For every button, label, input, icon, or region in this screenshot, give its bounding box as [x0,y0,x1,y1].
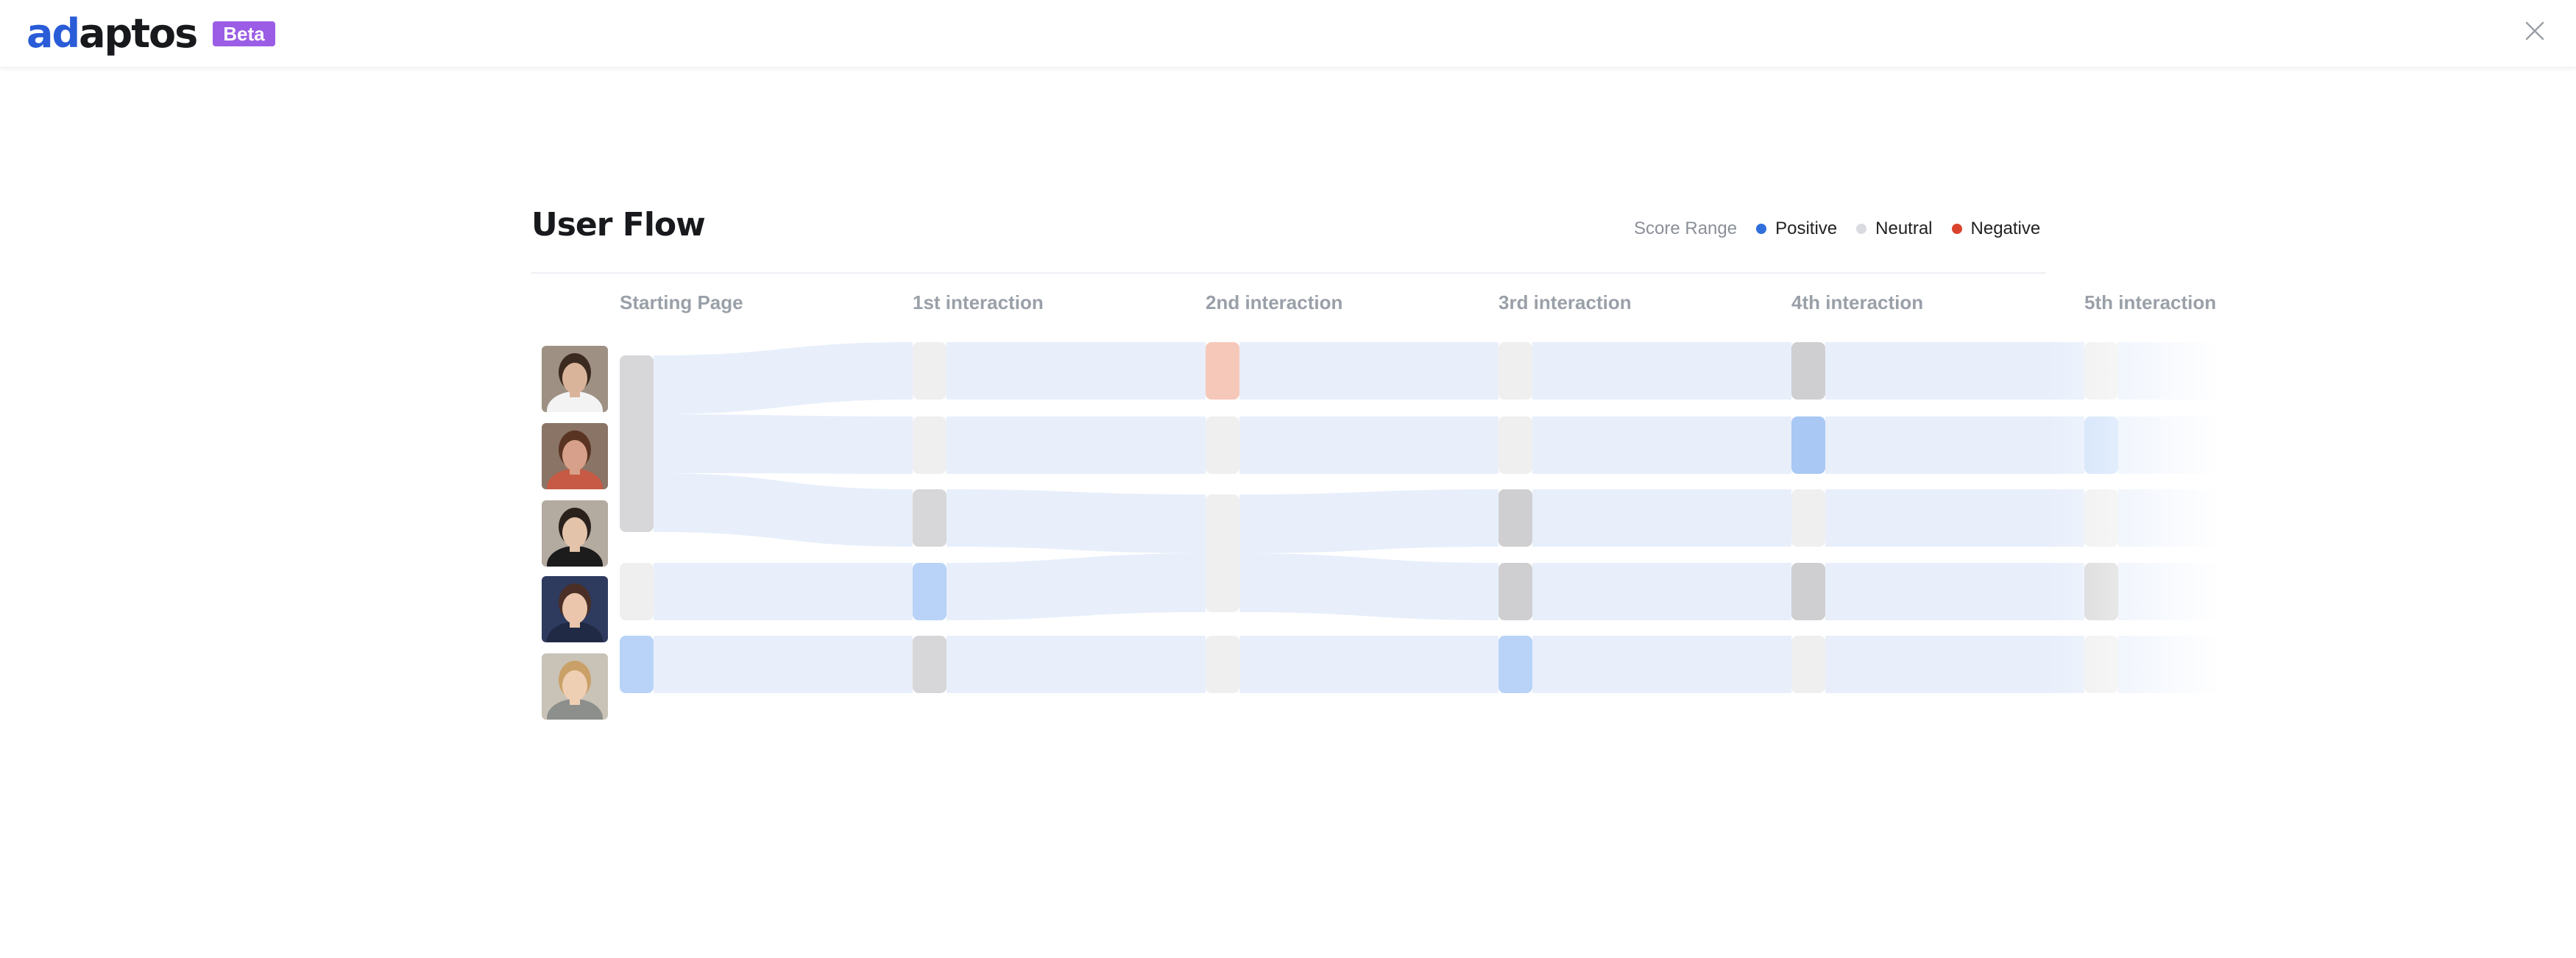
flow-link [2118,489,2237,547]
flow-link [1239,342,1498,400]
beta-badge: Beta [213,21,275,46]
flow-link [654,414,913,474]
flow-node-neutral [913,342,946,400]
flow-node-neutral [1791,636,1825,693]
flow-link [654,636,913,693]
flow-node-positive [620,636,654,693]
score-range-legend: Score Range Positive Neutral Negative [1634,218,2059,240]
flow-link [946,553,1206,620]
flow-node-neutral [1206,636,1239,693]
avatar-image [542,576,608,642]
flow-link [1825,563,2084,620]
legend-item-positive: Positive [1756,219,1837,239]
flow-node-neutral [1791,342,1825,400]
flow-node-negative [1206,342,1239,400]
flow-link [2118,636,2237,693]
user-avatar[interactable] [542,346,608,412]
flow-node-neutral [2084,342,2118,400]
top-bar: adaptos Beta [0,0,2576,68]
avatar-image [542,423,608,489]
logo-wordmark: adaptos [26,10,198,57]
flow-link [1825,342,2084,400]
positive-dot-icon [1756,224,1767,234]
legend-label: Score Range [1634,219,1738,238]
neutral-dot-icon [1856,224,1867,234]
flow-node-neutral [913,489,946,547]
flow-link [1239,636,1498,693]
legend-item-negative: Negative [1951,219,2041,239]
flow-link [1825,636,2084,693]
avatar-image [542,653,608,720]
close-icon [2525,21,2544,40]
flow-link [1239,489,1498,553]
close-button[interactable] [2520,16,2550,46]
flow-link [1825,416,2084,474]
avatar-image [542,346,608,412]
legend-neutral-label: Neutral [1875,219,1933,238]
flow-link [1532,489,1791,547]
column-header-2nd-interaction: 2nd interaction [1206,291,1343,313]
flow-node-neutral [913,416,946,474]
flow-node-neutral [620,355,654,532]
flow-link [946,342,1206,400]
header-divider [531,272,2046,274]
column-header-4th-interaction: 4th interaction [1791,291,1924,313]
flow-node-neutral [620,563,654,620]
flow-node-positive [913,563,946,620]
adaptos-logo[interactable]: adaptos Beta [26,10,275,57]
flow-link [1239,416,1498,474]
flow-link [1532,636,1791,693]
flow-link [654,342,913,414]
flow-node-neutral [1498,416,1532,474]
flow-link [2118,416,2237,474]
legend-negative-label: Negative [1970,219,2041,238]
column-header-3rd-interaction: 3rd interaction [1498,291,1632,313]
flow-link [1532,416,1791,474]
flow-node-neutral [1206,494,1239,612]
flow-link [946,489,1206,553]
flow-node-positive [1498,636,1532,693]
flow-node-neutral [1498,563,1532,620]
flow-node-neutral [1498,342,1532,400]
flow-node-neutral [2084,563,2118,620]
flow-node-positive [1791,416,1825,474]
flow-node-neutral [1791,563,1825,620]
flow-node-neutral [1206,416,1239,474]
flow-link [1825,489,2084,547]
legend-item-neutral: Neutral [1856,219,1933,239]
flow-link [1239,553,1498,620]
flow-node-neutral [2084,636,2118,693]
flow-link [1532,342,1791,400]
avatar-image [542,500,608,567]
user-avatar[interactable] [542,653,608,720]
negative-dot-icon [1951,224,1962,234]
flow-node-neutral [1498,489,1532,547]
flow-link [2118,563,2237,620]
legend-positive-label: Positive [1775,219,1838,238]
flow-node-neutral [913,636,946,693]
flow-link [654,473,913,547]
flow-node-neutral [2084,489,2118,547]
column-header-starting-page: Starting Page [620,291,743,313]
page-title: User Flow [531,206,706,244]
flow-link [2118,342,2237,400]
user-avatar[interactable] [542,576,608,642]
flow-link [946,416,1206,474]
column-header-5th-interaction: 5th interaction [2084,291,2217,313]
column-header-1st-interaction: 1st interaction [913,291,1044,313]
flow-node-positive [2084,416,2118,474]
flow-link [1532,563,1791,620]
flow-link [654,563,913,620]
user-avatar[interactable] [542,423,608,489]
flow-node-neutral [1791,489,1825,547]
user-avatar[interactable] [542,500,608,567]
flow-link [946,636,1206,693]
